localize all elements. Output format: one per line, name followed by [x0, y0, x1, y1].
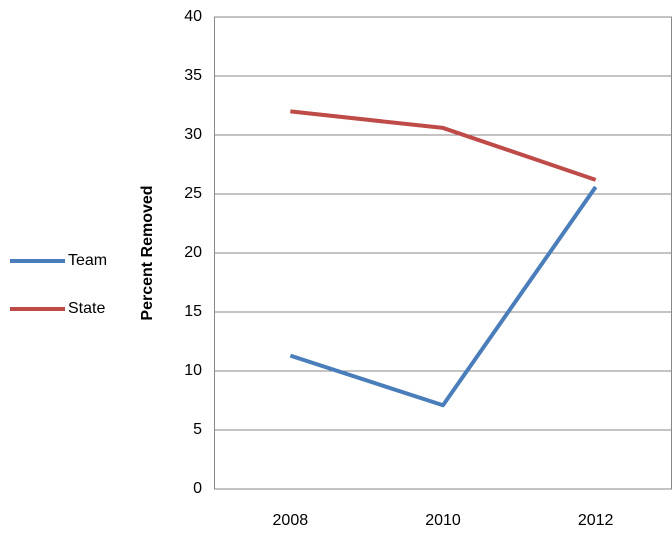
y-tick-label: 15 [184, 303, 202, 320]
y-tick-label: 5 [193, 421, 202, 438]
y-tick-label: 30 [184, 126, 202, 143]
y-axis-label: Percent Removed [139, 185, 156, 320]
y-tick-label: 25 [184, 185, 202, 202]
x-tick-label: 2010 [425, 512, 461, 529]
y-tick-label: 35 [184, 67, 202, 84]
x-tick-label: 2012 [578, 512, 614, 529]
y-tick-label: 20 [184, 244, 202, 261]
y-tick-label: 0 [193, 480, 202, 497]
x-tick-label: 2008 [273, 512, 309, 529]
y-tick-label: 10 [184, 362, 202, 379]
legend-label: Team [68, 252, 107, 269]
legend-label: State [68, 300, 105, 317]
series-line [289, 185, 598, 408]
series-line [290, 109, 597, 182]
y-tick-label: 40 [184, 8, 202, 25]
